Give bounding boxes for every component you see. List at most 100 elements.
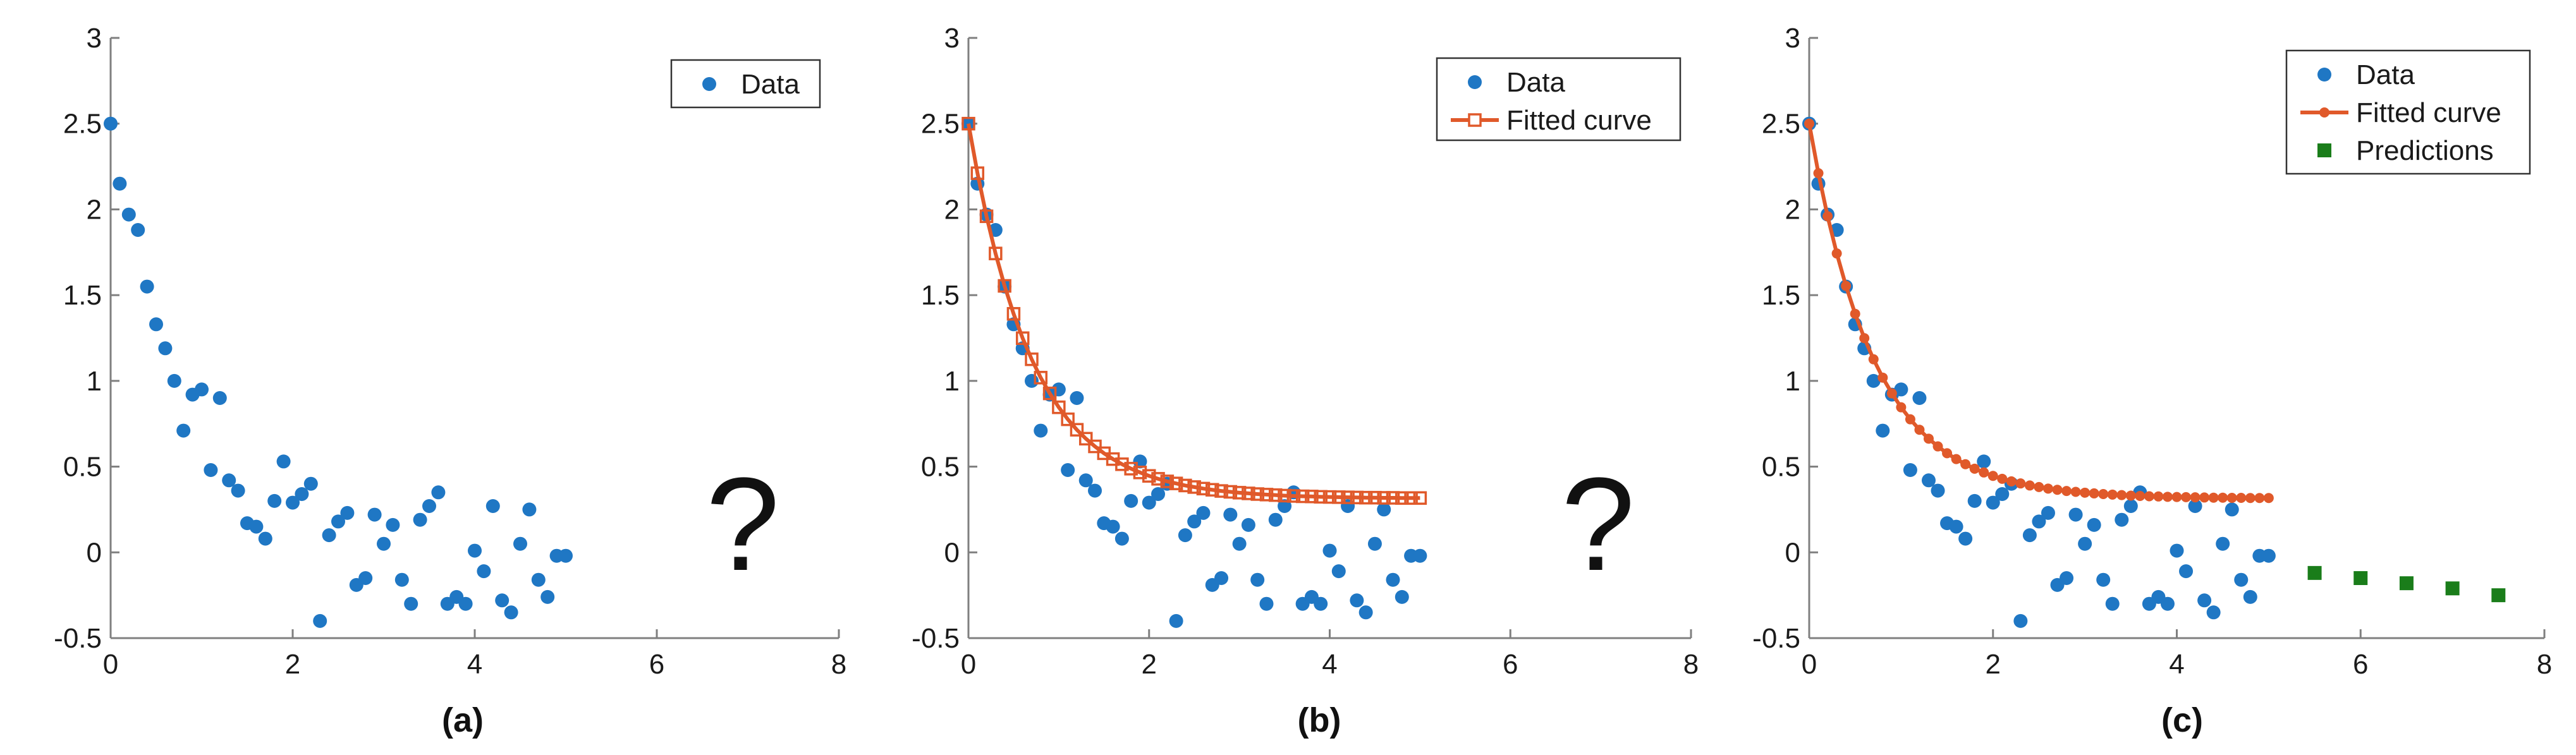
fitted-curve-marker [1295, 489, 1310, 504]
fitted-curve-marker [1269, 488, 1283, 502]
y-tick-label: -0.5 [54, 623, 102, 654]
data-point [340, 505, 355, 520]
data-point [1232, 536, 1247, 551]
data-point [1214, 571, 1229, 585]
fitted-curve-marker [2190, 492, 2201, 503]
data-point [2188, 499, 2202, 513]
x-tick-label: 8 [1683, 649, 1699, 680]
data-point [2087, 517, 2101, 532]
fitted-curve-marker [970, 166, 985, 180]
data-point [140, 279, 154, 294]
x-tick-label: 4 [2169, 649, 2184, 680]
data-point [1051, 382, 1066, 397]
y-tick-label: 2.5 [63, 109, 102, 140]
fitted-curve-marker [1124, 462, 1138, 476]
data-point [231, 483, 245, 498]
data-point [1178, 528, 1192, 543]
data-point [559, 548, 573, 563]
fitted-curve-marker [2171, 492, 2182, 502]
caption-a: (a) [442, 701, 484, 739]
fitted-curve-marker [1368, 490, 1382, 505]
fitted-curve-marker [998, 279, 1011, 293]
data-point [322, 528, 336, 543]
question-mark-b: ? [1561, 450, 1635, 598]
fitted-curve-marker [1997, 473, 2008, 484]
fitted-curve-marker [1395, 491, 1409, 505]
x-tick-label: 0 [961, 649, 976, 680]
fitted-curve-marker [1960, 459, 1971, 469]
fitted-curve-marker [1896, 402, 1907, 413]
data-point [158, 341, 173, 356]
fitted-curve-marker [2245, 493, 2256, 504]
data-point [1967, 493, 1982, 508]
fitted-curve-marker [1250, 487, 1264, 501]
data-point [286, 495, 300, 510]
fitted-curve-marker [1034, 370, 1048, 385]
data-point [513, 536, 527, 551]
prediction-point [2353, 571, 2368, 585]
fitted-curve-marker [1987, 471, 1998, 481]
fitted-curve-marker [1332, 490, 1346, 504]
data-point [167, 373, 181, 388]
fitted-curve-marker [2070, 486, 2081, 497]
fitted-curve-marker [1914, 425, 1925, 435]
data-point [1903, 463, 1917, 477]
y-tick-label: 2.5 [921, 109, 960, 140]
y-tick-label: 1 [1785, 366, 1800, 397]
fitted-curve-marker [2181, 492, 2192, 502]
data-point [1876, 423, 1890, 438]
x-tick-label: 4 [467, 649, 482, 680]
data-point [1894, 382, 1908, 397]
data-point [276, 454, 291, 469]
fitted-curve-marker [2218, 492, 2228, 503]
fitted-curve-marker [2061, 486, 2072, 497]
x-tick-label: 6 [649, 649, 664, 680]
data-point [176, 423, 191, 438]
y-tick-label: 2 [944, 194, 960, 225]
fitted-curve-marker [1841, 281, 1852, 291]
fitted-curve-marker [1923, 433, 1934, 444]
fitted-curve-marker [1196, 481, 1211, 496]
fitted-curve-marker [2116, 490, 2127, 500]
data-point [377, 536, 391, 551]
fitted-curve-marker [1078, 432, 1093, 446]
data-point [1866, 373, 1881, 388]
y-tick-label: 1.5 [1762, 280, 1800, 311]
data-point [1386, 572, 1400, 587]
y-tick-label: -0.5 [1752, 623, 1800, 654]
prediction-point [2399, 576, 2414, 591]
caption-b: (b) [1298, 701, 1341, 739]
data-point [149, 317, 163, 332]
fitted-curve-marker [1278, 488, 1291, 503]
data-point [2197, 593, 2212, 608]
x-tick-label: 8 [2537, 649, 2552, 680]
fitted-curve-marker [1042, 386, 1057, 401]
y-tick-label: 0 [944, 537, 960, 568]
legend-data-icon [2317, 68, 2331, 82]
legend-label: Data [2356, 59, 2415, 90]
data-point [1377, 502, 1391, 517]
data-point [1151, 487, 1166, 501]
y-tick-label: 0.5 [1762, 452, 1800, 483]
fitted-curve-marker [2263, 493, 2274, 504]
fitted-curve-marker [1142, 469, 1156, 483]
data-point [195, 382, 209, 397]
data-point [1088, 483, 1102, 498]
fitted-curve-marker [1822, 211, 1833, 222]
data-point [458, 596, 473, 611]
fitted-curve-marker [1052, 400, 1066, 414]
fitted-curve-marker [1951, 454, 1962, 464]
fitted-curve-marker [1214, 484, 1228, 498]
data-point [2179, 564, 2194, 579]
legend-label: Data [741, 69, 800, 100]
legend-label: Predictions [2356, 135, 2494, 166]
data-point [1977, 454, 1991, 469]
fitted-curve-marker [1386, 491, 1400, 505]
fitted-curve-marker [2153, 491, 2164, 502]
prediction-point [2491, 588, 2506, 603]
fitted-curve-marker [1850, 308, 1860, 319]
data-point [1106, 519, 1120, 534]
data-point [2123, 499, 2138, 513]
